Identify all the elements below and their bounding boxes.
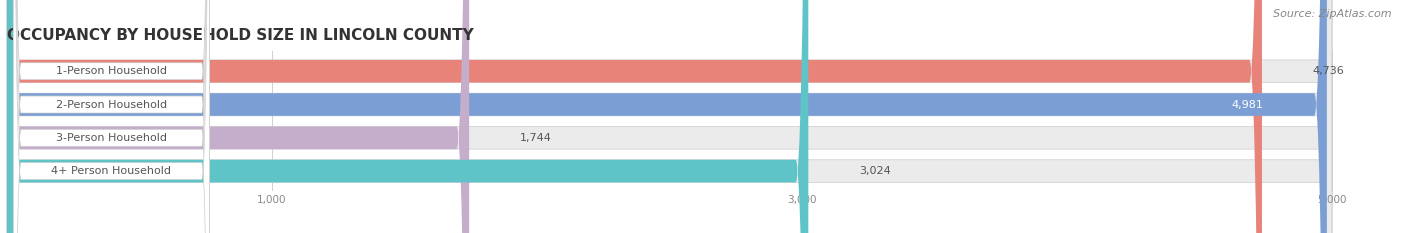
FancyBboxPatch shape — [13, 0, 209, 233]
FancyBboxPatch shape — [7, 0, 1331, 233]
FancyBboxPatch shape — [7, 0, 1331, 233]
Text: OCCUPANCY BY HOUSEHOLD SIZE IN LINCOLN COUNTY: OCCUPANCY BY HOUSEHOLD SIZE IN LINCOLN C… — [7, 28, 474, 43]
Text: 2-Person Household: 2-Person Household — [56, 99, 167, 110]
FancyBboxPatch shape — [7, 0, 808, 233]
Text: 1,744: 1,744 — [520, 133, 551, 143]
FancyBboxPatch shape — [13, 0, 209, 233]
FancyBboxPatch shape — [7, 0, 470, 233]
Text: 4,981: 4,981 — [1232, 99, 1264, 110]
FancyBboxPatch shape — [7, 0, 1263, 233]
Text: 4+ Person Household: 4+ Person Household — [52, 166, 172, 176]
Text: 4,736: 4,736 — [1313, 66, 1344, 76]
FancyBboxPatch shape — [13, 0, 209, 233]
Text: 1-Person Household: 1-Person Household — [56, 66, 167, 76]
FancyBboxPatch shape — [7, 0, 1331, 233]
Text: Source: ZipAtlas.com: Source: ZipAtlas.com — [1274, 9, 1392, 19]
Text: 3-Person Household: 3-Person Household — [56, 133, 167, 143]
FancyBboxPatch shape — [13, 0, 209, 233]
FancyBboxPatch shape — [7, 0, 1331, 233]
FancyBboxPatch shape — [7, 0, 1327, 233]
Text: 3,024: 3,024 — [859, 166, 890, 176]
